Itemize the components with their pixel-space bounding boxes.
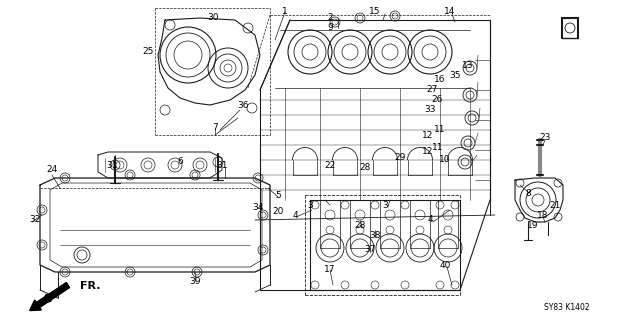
Text: 39: 39 [189, 277, 201, 286]
Text: 3: 3 [382, 201, 388, 210]
Text: 26: 26 [431, 95, 443, 105]
Text: 20: 20 [272, 207, 284, 217]
Text: 25: 25 [142, 47, 154, 57]
Text: SY83 K1402: SY83 K1402 [545, 303, 590, 313]
Text: 33: 33 [424, 106, 436, 115]
Text: 29: 29 [394, 154, 406, 163]
Text: 2: 2 [327, 13, 333, 22]
Text: 18: 18 [537, 211, 548, 220]
Text: 3: 3 [307, 201, 313, 210]
Text: 24: 24 [46, 165, 58, 174]
Text: 31: 31 [106, 161, 118, 170]
Text: 12: 12 [422, 131, 434, 140]
Text: 8: 8 [525, 188, 531, 197]
Text: 22: 22 [324, 161, 335, 170]
Text: 7: 7 [212, 124, 218, 132]
Text: 15: 15 [369, 7, 381, 17]
Text: 30: 30 [207, 13, 219, 22]
Text: 16: 16 [435, 76, 445, 84]
Text: 36: 36 [237, 100, 249, 109]
Text: 23: 23 [540, 133, 550, 142]
Text: 17: 17 [324, 266, 336, 275]
Text: 4: 4 [292, 211, 298, 220]
Text: 14: 14 [444, 7, 456, 17]
Text: 31: 31 [216, 161, 228, 170]
Text: 32: 32 [29, 215, 41, 225]
Text: 40: 40 [439, 260, 451, 269]
Text: 35: 35 [449, 70, 461, 79]
Text: FR.: FR. [80, 281, 100, 291]
Text: 13: 13 [462, 60, 474, 69]
Text: 19: 19 [527, 220, 539, 229]
Text: 38: 38 [369, 230, 381, 239]
Text: 27: 27 [426, 85, 438, 94]
Text: 5: 5 [275, 190, 281, 199]
Text: 11: 11 [435, 125, 445, 134]
Text: 4: 4 [427, 215, 433, 225]
Text: 1: 1 [282, 7, 288, 17]
Text: 11: 11 [432, 143, 444, 153]
Text: 9: 9 [327, 23, 333, 33]
Text: 28: 28 [359, 164, 371, 172]
Text: 10: 10 [439, 156, 451, 164]
Text: 34: 34 [252, 204, 264, 212]
Text: 6: 6 [177, 157, 183, 166]
FancyArrow shape [29, 283, 70, 310]
Text: 37: 37 [364, 245, 376, 254]
Text: 12: 12 [422, 148, 434, 156]
Text: 28: 28 [355, 220, 365, 229]
Text: 21: 21 [549, 201, 561, 210]
